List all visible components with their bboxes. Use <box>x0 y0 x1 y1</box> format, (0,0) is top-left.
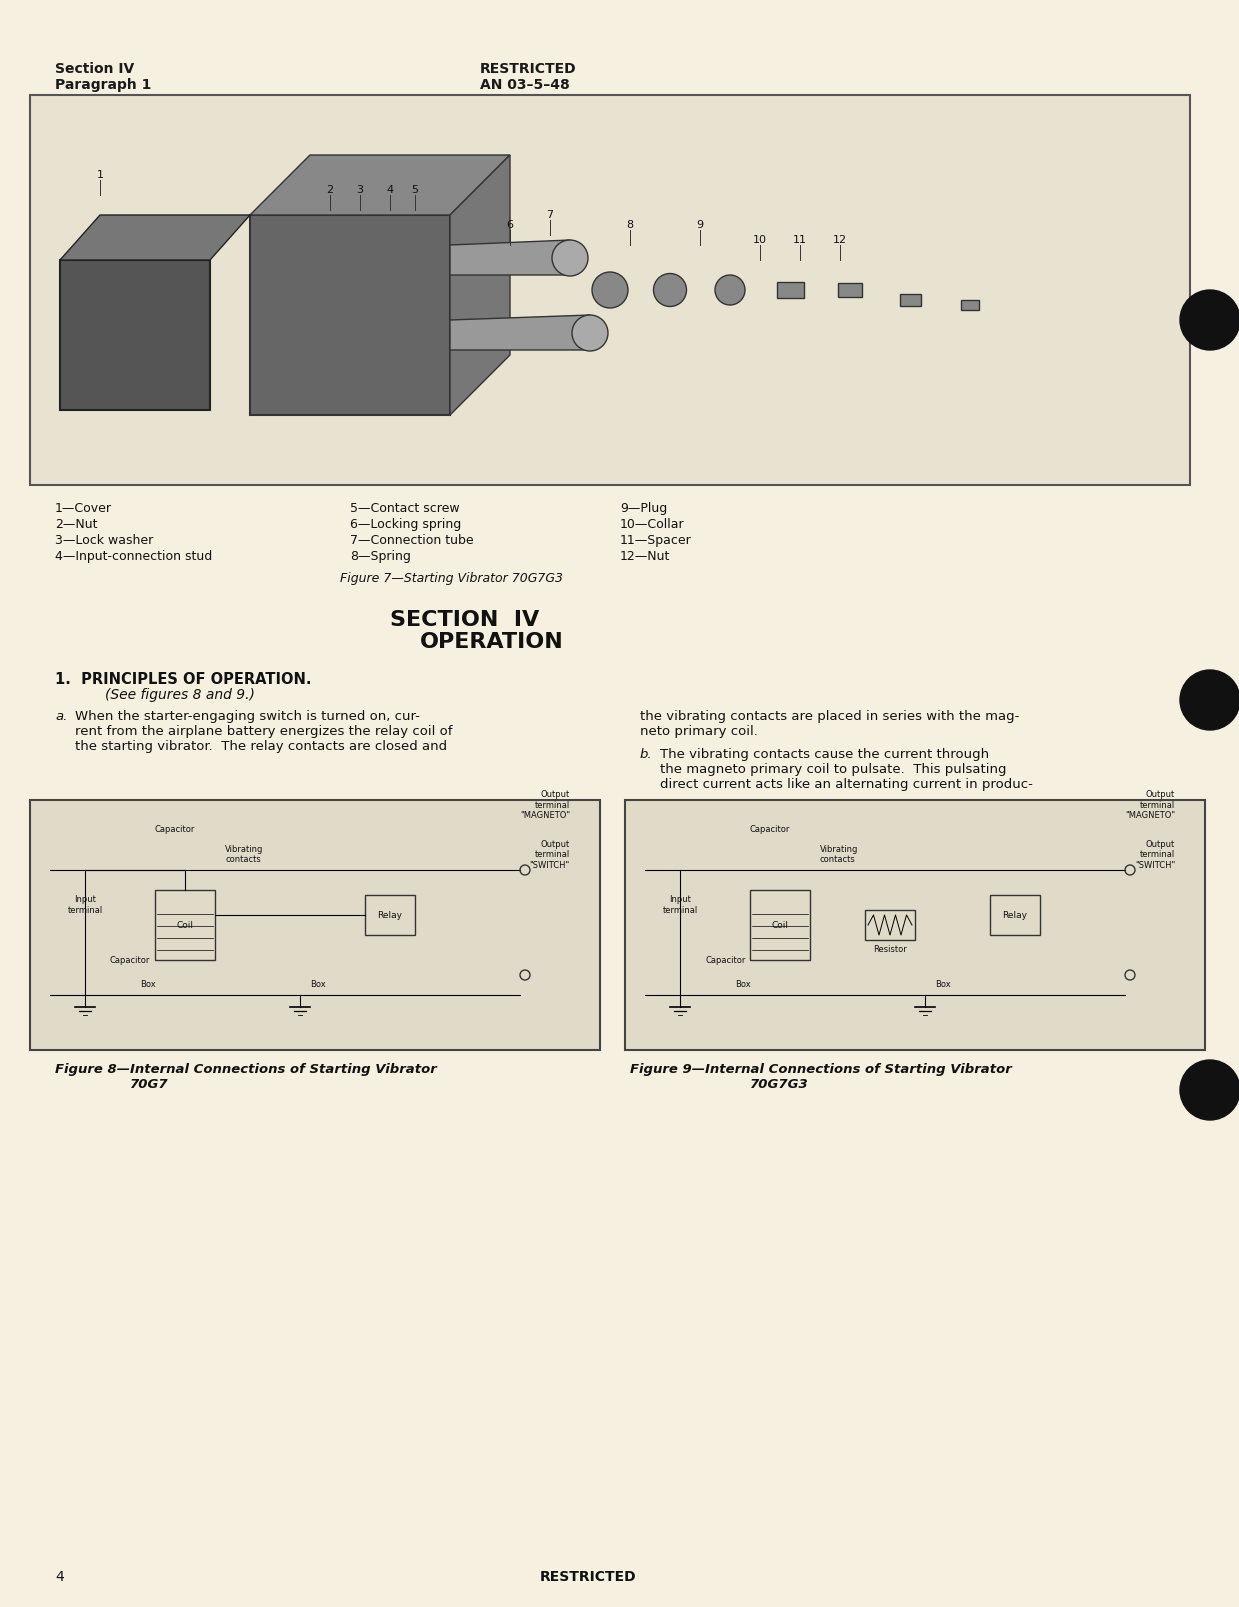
Circle shape <box>572 315 608 350</box>
Text: 70G7: 70G7 <box>130 1078 169 1091</box>
Text: Output
terminal
"SWITCH": Output terminal "SWITCH" <box>1135 840 1175 869</box>
Text: 4—Input-connection stud: 4—Input-connection stud <box>55 550 212 562</box>
Circle shape <box>1180 1061 1239 1120</box>
Circle shape <box>653 273 686 307</box>
Text: 2: 2 <box>326 185 333 194</box>
Text: Section IV: Section IV <box>55 63 134 76</box>
Polygon shape <box>450 315 590 350</box>
Text: 3: 3 <box>357 185 363 194</box>
Text: 5—Contact screw: 5—Contact screw <box>349 501 460 514</box>
Text: Relay: Relay <box>378 911 403 919</box>
Bar <box>865 910 914 940</box>
Text: Capacitor: Capacitor <box>750 824 790 834</box>
Text: direct current acts like an alternating current in produc-: direct current acts like an alternating … <box>660 778 1033 791</box>
Text: rent from the airplane battery energizes the relay coil of: rent from the airplane battery energizes… <box>76 725 452 738</box>
Text: AN 03–5–48: AN 03–5–48 <box>479 79 570 92</box>
Text: 1.  PRINCIPLES OF OPERATION.: 1. PRINCIPLES OF OPERATION. <box>55 672 311 688</box>
Text: the starting vibrator.  The relay contacts are closed and: the starting vibrator. The relay contact… <box>76 739 447 754</box>
Text: 9: 9 <box>696 220 704 230</box>
Bar <box>961 299 979 310</box>
Circle shape <box>715 275 745 305</box>
Text: Figure 9—Internal Connections of Starting Vibrator: Figure 9—Internal Connections of Startin… <box>629 1062 1012 1077</box>
Text: Box: Box <box>935 980 950 988</box>
Circle shape <box>592 272 628 309</box>
Text: 3—Lock washer: 3—Lock washer <box>55 534 154 546</box>
Text: 70G7G3: 70G7G3 <box>750 1078 809 1091</box>
Text: 12—Nut: 12—Nut <box>620 550 670 562</box>
Text: 8—Spring: 8—Spring <box>349 550 411 562</box>
Text: Coil: Coil <box>772 921 788 929</box>
Text: Relay: Relay <box>1002 911 1027 919</box>
Text: Resistor: Resistor <box>873 945 907 955</box>
Text: Output
terminal
"MAGNETO": Output terminal "MAGNETO" <box>520 791 570 820</box>
Text: When the starter-engaging switch is turned on, cur-: When the starter-engaging switch is turn… <box>76 710 420 723</box>
Bar <box>59 260 209 410</box>
Text: RESTRICTED: RESTRICTED <box>540 1570 637 1585</box>
Circle shape <box>1180 289 1239 350</box>
Polygon shape <box>450 239 570 275</box>
Text: 1: 1 <box>97 170 104 180</box>
Bar <box>750 890 810 959</box>
Text: Coil: Coil <box>176 921 193 929</box>
Polygon shape <box>59 215 250 260</box>
Bar <box>900 294 921 307</box>
Text: The vibrating contacts cause the current through: The vibrating contacts cause the current… <box>660 747 989 762</box>
Text: 6: 6 <box>507 220 513 230</box>
Text: 5: 5 <box>411 185 419 194</box>
Bar <box>30 95 1189 485</box>
Bar <box>366 895 415 935</box>
Text: b.: b. <box>641 747 653 762</box>
Text: the magneto primary coil to pulsate.  This pulsating: the magneto primary coil to pulsate. Thi… <box>660 763 1006 776</box>
Text: Input
terminal: Input terminal <box>67 895 103 914</box>
Text: Output
terminal
"MAGNETO": Output terminal "MAGNETO" <box>1125 791 1175 820</box>
Text: 7: 7 <box>546 211 554 220</box>
Text: SECTION  IV: SECTION IV <box>390 611 539 630</box>
Text: 11—Spacer: 11—Spacer <box>620 534 691 546</box>
Text: Input
terminal: Input terminal <box>663 895 698 914</box>
Text: 12: 12 <box>833 235 847 244</box>
Circle shape <box>553 239 589 276</box>
Text: Figure 7—Starting Vibrator 70G7G3: Figure 7—Starting Vibrator 70G7G3 <box>339 572 563 585</box>
Text: 2—Nut: 2—Nut <box>55 517 98 530</box>
Text: 7—Connection tube: 7—Connection tube <box>349 534 473 546</box>
Bar <box>838 283 862 297</box>
Text: 8: 8 <box>627 220 633 230</box>
Text: Figure 8—Internal Connections of Starting Vibrator: Figure 8—Internal Connections of Startin… <box>55 1062 437 1077</box>
Text: 11: 11 <box>793 235 807 244</box>
Text: Capacitor: Capacitor <box>110 956 150 964</box>
Bar <box>30 800 600 1049</box>
Text: 9—Plug: 9—Plug <box>620 501 668 514</box>
Text: 10: 10 <box>753 235 767 244</box>
Text: Vibrating
contacts: Vibrating contacts <box>225 845 264 865</box>
Text: 4: 4 <box>55 1570 63 1585</box>
Text: Box: Box <box>735 980 751 988</box>
Text: Paragraph 1: Paragraph 1 <box>55 79 151 92</box>
Text: Vibrating
contacts: Vibrating contacts <box>820 845 859 865</box>
Bar <box>777 281 804 299</box>
Text: Output
terminal
"SWITCH": Output terminal "SWITCH" <box>530 840 570 869</box>
Text: OPERATION: OPERATION <box>420 632 564 652</box>
Text: 4: 4 <box>387 185 394 194</box>
Text: (See figures 8 and 9.): (See figures 8 and 9.) <box>105 688 255 702</box>
Text: 10—Collar: 10—Collar <box>620 517 685 530</box>
Bar <box>990 895 1040 935</box>
Text: Capacitor: Capacitor <box>155 824 196 834</box>
Text: Box: Box <box>310 980 326 988</box>
Text: a.: a. <box>55 710 67 723</box>
Polygon shape <box>450 154 510 415</box>
Text: Capacitor: Capacitor <box>705 956 746 964</box>
Text: 1—Cover: 1—Cover <box>55 501 112 514</box>
Bar <box>624 800 1206 1049</box>
Bar <box>155 890 216 959</box>
Text: 6—Locking spring: 6—Locking spring <box>349 517 461 530</box>
Text: the vibrating contacts are placed in series with the mag-: the vibrating contacts are placed in ser… <box>641 710 1020 723</box>
Circle shape <box>1180 670 1239 730</box>
Polygon shape <box>250 154 510 215</box>
Text: neto primary coil.: neto primary coil. <box>641 725 758 738</box>
Bar <box>250 215 450 415</box>
Text: RESTRICTED: RESTRICTED <box>479 63 576 76</box>
Text: Box: Box <box>140 980 156 988</box>
